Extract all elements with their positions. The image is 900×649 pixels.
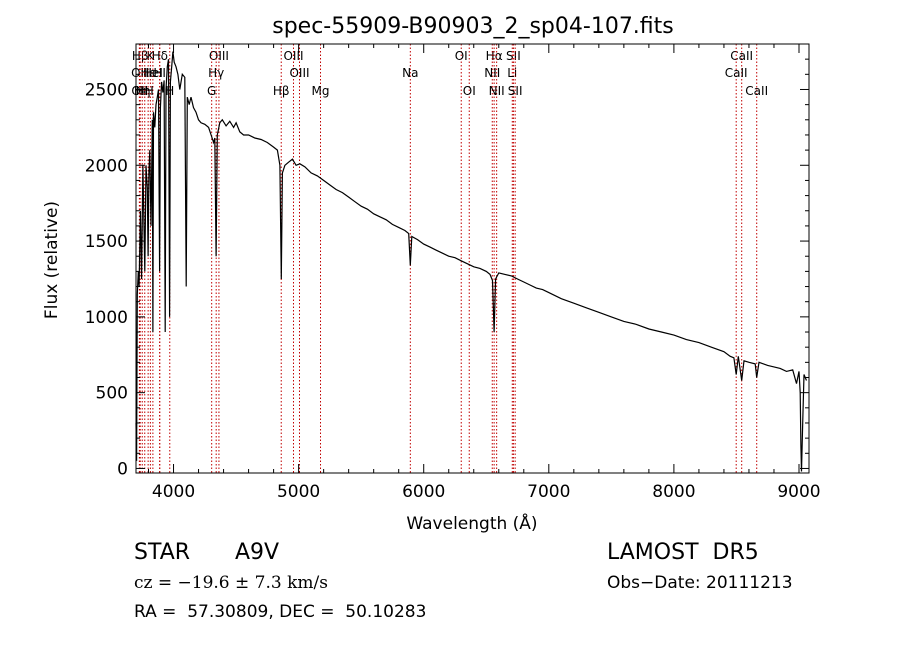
- marker-label: SII: [508, 84, 523, 98]
- object-subclass: A9V: [235, 540, 280, 565]
- marker-label: SII: [506, 49, 521, 63]
- x-tick-label: 5000: [277, 482, 320, 502]
- marker-label: OI: [455, 49, 468, 63]
- y-tick-label: 1500: [85, 232, 128, 252]
- marker-label: OI: [463, 84, 476, 98]
- marker-label: HeI: [143, 66, 163, 80]
- marker-label: Hε: [140, 66, 156, 80]
- x-axis-label: Wavelength (Å): [406, 512, 537, 534]
- y-tick-label: 1000: [85, 308, 128, 328]
- marker-label: Li: [507, 66, 517, 80]
- marker-label: NII: [489, 84, 505, 98]
- x-tick-label: 7000: [527, 482, 570, 502]
- x-tick-label: 9000: [777, 482, 820, 502]
- marker-label: HI: [153, 66, 166, 80]
- y-axis-label: Flux (relative): [42, 201, 62, 319]
- y-tick-label: 0: [117, 459, 128, 479]
- x-tick-label: 4000: [152, 482, 195, 502]
- redshift-text: cz = −19.6 ± 7.3 km/s: [134, 573, 328, 593]
- marker-label: Hα: [486, 49, 503, 63]
- marker-label: Hη: [134, 84, 151, 98]
- marker-label: Hγ: [208, 66, 224, 80]
- marker-label: G: [207, 84, 216, 98]
- object-class: STAR: [134, 540, 191, 565]
- x-axis: 4000 5000 6000 7000 8000 9000: [148, 44, 821, 502]
- marker-label: CaII: [725, 66, 748, 80]
- marker-label: CaII: [730, 49, 753, 63]
- marker-label: Mg: [312, 84, 330, 98]
- chart-title: spec-55909-B90903_2_sp04-107.fits: [272, 14, 674, 39]
- marker-label: OII: [131, 84, 148, 98]
- marker-label: Hβ: [273, 84, 290, 98]
- obs-date-text: Obs−Date: 20111213: [607, 573, 793, 593]
- marker-label: NII: [484, 66, 500, 80]
- marker-label: Na: [402, 66, 418, 80]
- x-tick-label: 6000: [402, 482, 445, 502]
- plot-frame: [135, 43, 810, 474]
- y-axis: 0 500 1000 1500 2000 2500: [85, 58, 809, 479]
- marker-label: OIII: [289, 66, 309, 80]
- marker-label: OIII: [283, 49, 303, 63]
- marker-label: CaII: [745, 84, 768, 98]
- y-tick-label: 2500: [85, 80, 128, 100]
- y-tick-label: 2000: [85, 156, 128, 176]
- marker-label: K: [146, 49, 155, 63]
- coordinates-text: RA = 57.30809, DEC = 50.10283: [134, 602, 427, 622]
- survey-label: LAMOST DR5: [607, 540, 759, 565]
- x-tick-label: 8000: [652, 482, 695, 502]
- marker-label: HH: [136, 84, 154, 98]
- marker-label: OIII: [209, 49, 229, 63]
- spectrum-line: [135, 51, 808, 472]
- y-tick-label: 500: [96, 384, 128, 404]
